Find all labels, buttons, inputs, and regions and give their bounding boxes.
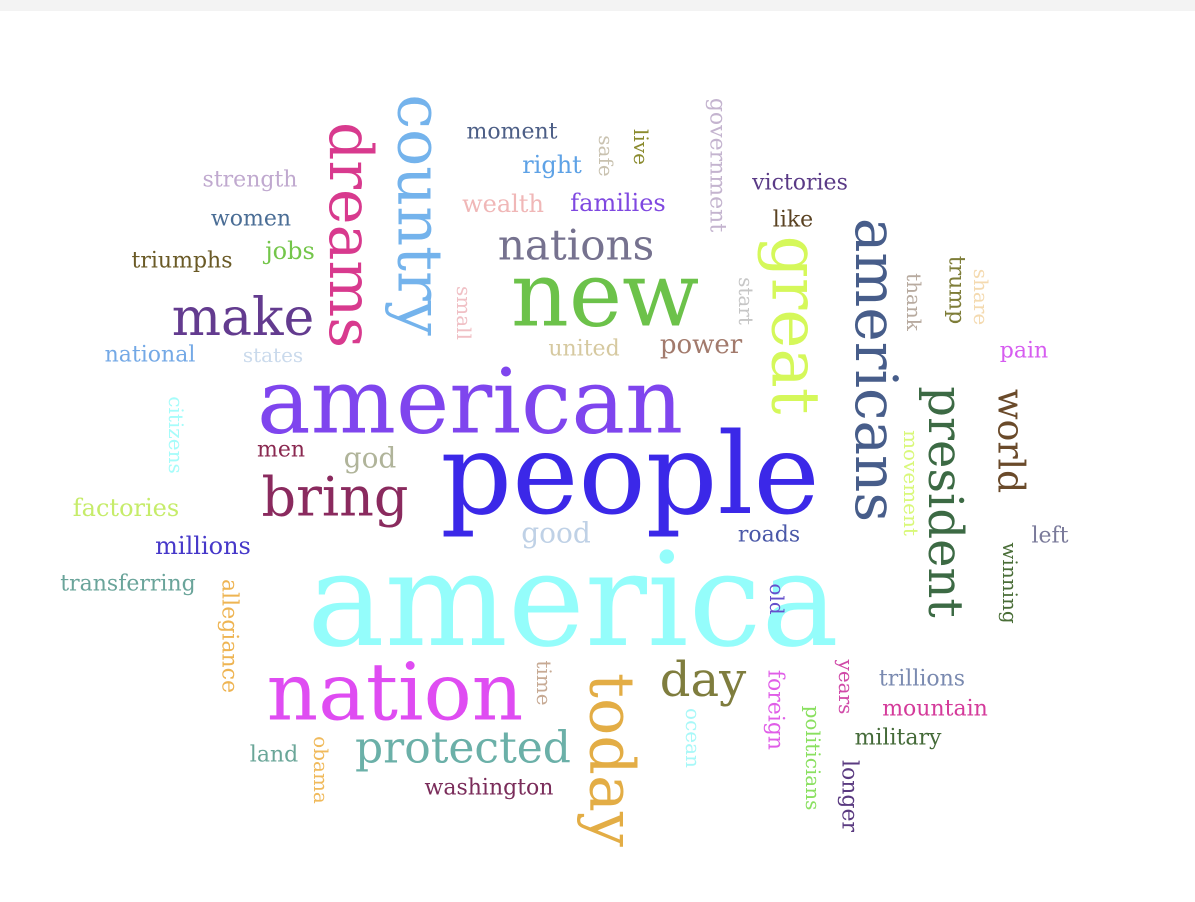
word-mountain: mountain <box>882 697 988 722</box>
word-people: people <box>440 410 819 540</box>
word-washington: washington <box>425 776 554 801</box>
word-families: families <box>570 189 666 217</box>
word-military: military <box>855 726 942 751</box>
word-like: like <box>773 208 813 233</box>
word-jobs: jobs <box>262 237 315 265</box>
word-start: start <box>734 277 758 325</box>
word-foreign: foreign <box>763 670 788 750</box>
word-wealth: wealth <box>462 190 544 218</box>
word-ocean: ocean <box>681 708 705 768</box>
word-longer: longer <box>837 760 862 833</box>
word-god: god <box>344 442 397 475</box>
word-share: share <box>969 269 993 325</box>
word-government: government <box>705 98 730 233</box>
word-small: small <box>452 286 476 340</box>
word-states: states <box>243 343 303 367</box>
word-movement: movement <box>899 430 923 536</box>
word-winning: winning <box>998 542 1022 624</box>
word-politicians: politicians <box>801 706 825 811</box>
word-old: old <box>765 583 789 614</box>
word-triumphs: triumphs <box>132 249 233 274</box>
word-trillions: trillions <box>879 667 965 692</box>
word-allegiance: allegiance <box>217 579 242 693</box>
word-time: time <box>532 660 556 705</box>
word-safe: safe <box>594 135 618 176</box>
word-day: day <box>660 652 746 708</box>
word-victories: victories <box>751 171 848 196</box>
word-millions: millions <box>155 532 251 560</box>
word-transferring: transferring <box>60 572 195 597</box>
word-women: women <box>211 207 291 232</box>
word-right: right <box>522 151 582 179</box>
word-new: new <box>511 243 699 348</box>
word-left: left <box>1031 524 1068 549</box>
word-united: united <box>548 337 619 362</box>
word-world: world <box>990 389 1031 493</box>
word-country: country <box>384 94 457 336</box>
word-moment: moment <box>467 120 558 145</box>
top-bar <box>0 0 1195 11</box>
word-nations: nations <box>498 221 654 270</box>
word-great: great <box>757 236 834 415</box>
word-nation: nation <box>267 646 524 739</box>
word-national: national <box>105 343 196 368</box>
word-good: good <box>521 517 591 550</box>
word-today: today <box>576 673 649 847</box>
word-strength: strength <box>203 168 298 193</box>
word-power: power <box>660 330 743 360</box>
word-americans: americans <box>842 218 910 522</box>
word-factories: factories <box>73 494 179 522</box>
word-live: live <box>629 129 653 165</box>
word-make: make <box>172 288 315 348</box>
word-dreams: dreams <box>315 122 385 348</box>
word-citizens: citizens <box>164 396 188 474</box>
word-president: president <box>917 386 973 617</box>
word-years: years <box>834 659 858 715</box>
word-men: men <box>257 438 305 463</box>
word-american: american <box>257 350 683 455</box>
word-thank: thank <box>902 273 926 332</box>
word-pain: pain <box>1000 339 1048 364</box>
word-obama: obama <box>309 736 333 804</box>
word-america: america <box>307 524 839 676</box>
word-bring: bring <box>262 466 409 529</box>
word-land: land <box>250 743 298 768</box>
word-roads: roads <box>738 523 800 548</box>
word-protected: protected <box>355 723 571 774</box>
word-trump: trump <box>944 256 969 324</box>
